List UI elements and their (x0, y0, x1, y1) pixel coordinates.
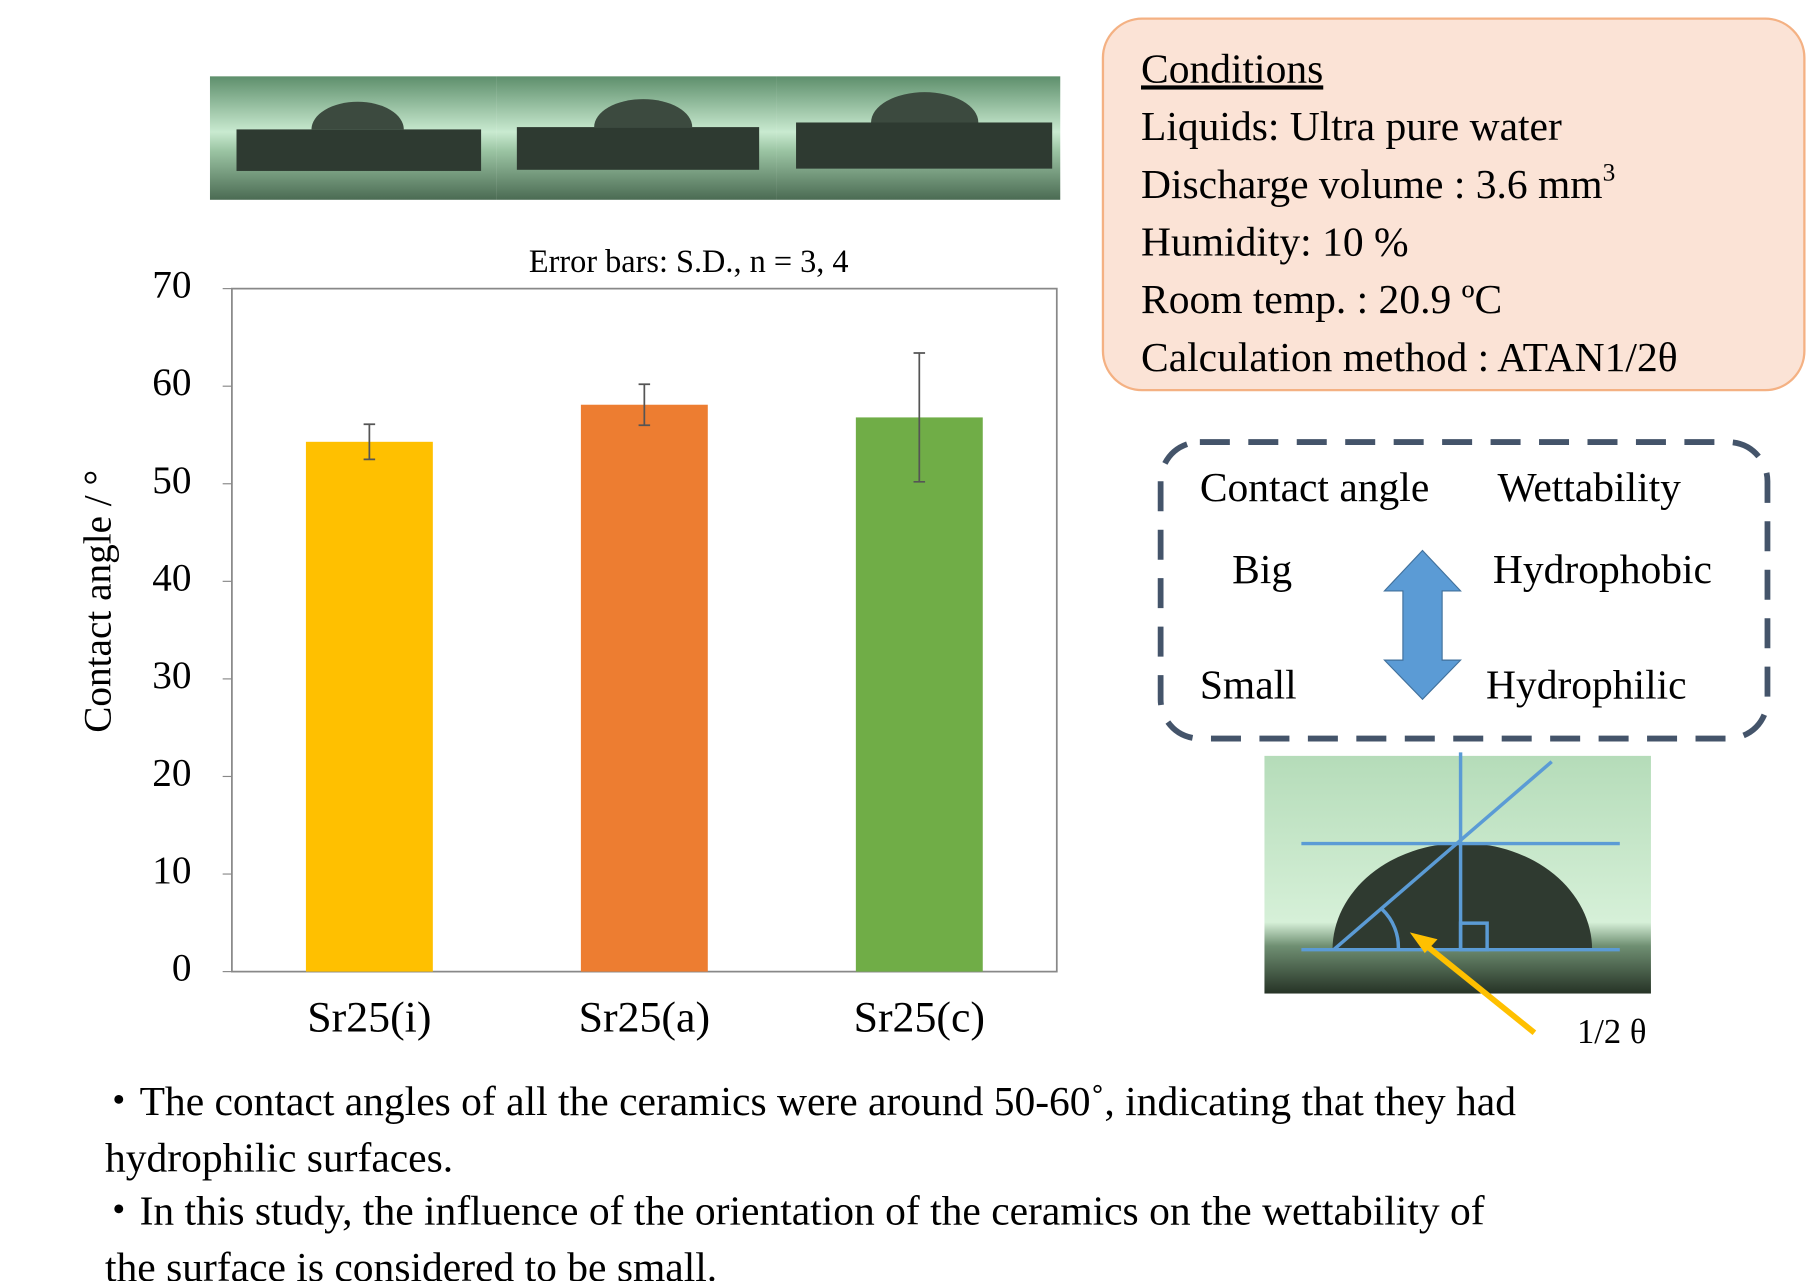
legend-text: Hydrophilic (1486, 661, 1687, 707)
chart-subtitle: Error bars: S.D., n = 3, 4 (529, 243, 849, 279)
x-tick-label: Sr25(a) (579, 993, 710, 1041)
legend-text: Wettability (1498, 464, 1682, 510)
note-line: ・The contact angles of all the ceramics … (98, 1078, 1516, 1124)
note-line: the surface is considered to be small. (105, 1244, 717, 1281)
note-line: ・In this study, the influence of the ori… (98, 1188, 1485, 1234)
condition-text: Discharge volume : 3.6 mm (1141, 161, 1603, 207)
y-tick-label: 10 (152, 849, 191, 892)
y-tick-label: 20 (152, 751, 191, 794)
bar (306, 442, 433, 972)
condition-line: Room temp. : 20.9 ºC (1141, 276, 1502, 322)
y-tick-label: 30 (152, 654, 191, 697)
x-tick-label: Sr25(i) (307, 993, 431, 1041)
legend-text: Contact angle (1200, 464, 1429, 510)
angle-diagram (1264, 752, 1650, 1032)
condition-line: Liquids: Ultra pure water (1141, 103, 1562, 149)
y-tick-label: 0 (172, 947, 192, 990)
y-axis-label: Contact angle / ° (77, 470, 120, 733)
y-tick-label: 70 (152, 264, 191, 307)
conditions-heading: Conditions (1141, 45, 1323, 91)
x-tick-label: Sr25(c) (854, 993, 985, 1041)
double-arrow (1384, 551, 1460, 700)
condition-line: Discharge volume : 3.6 mm3 (1141, 158, 1615, 207)
legend-text: Hydrophobic (1493, 546, 1712, 592)
y-tick-label: 60 (152, 361, 191, 404)
theta-label: 1/2 θ (1577, 1013, 1646, 1051)
condition-line: Calculation method : ATAN1/2θ (1141, 334, 1678, 380)
y-tick-label: 50 (152, 459, 191, 502)
superscript: 3 (1603, 158, 1616, 186)
y-tick-label: 40 (152, 556, 191, 599)
bar (856, 417, 983, 971)
legend-text: Small (1200, 661, 1297, 707)
chart: Error bars: S.D., n = 3, 4 Contact angle … (77, 243, 1057, 1041)
bar (581, 405, 708, 972)
droplet-photos (210, 76, 1060, 199)
page: 1/2 θ Error bars: S.D., n = 3, 4 Contact … (0, 0, 1809, 1281)
legend-text: Big (1232, 546, 1292, 592)
condition-line: Humidity: 10 % (1141, 218, 1409, 264)
note-line: hydrophilic surfaces. (105, 1135, 453, 1181)
